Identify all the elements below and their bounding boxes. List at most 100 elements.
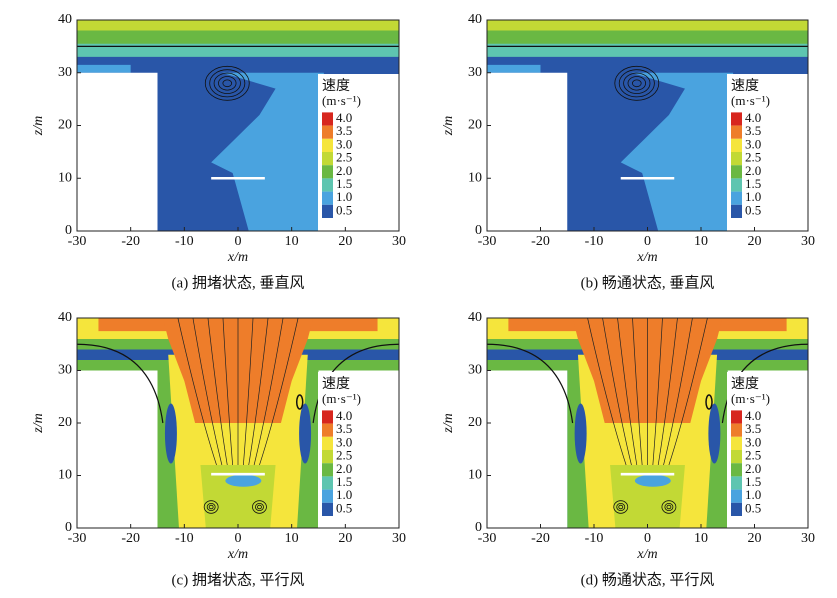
legend-label: 0.5	[745, 202, 761, 217]
legend-label: 4.0	[336, 110, 352, 125]
legend-label: 3.0	[336, 434, 352, 449]
legend-swatch	[322, 502, 333, 516]
legend-swatch	[731, 476, 742, 490]
legend-title: 速度	[322, 376, 350, 392]
y-tick-label: 10	[58, 170, 72, 185]
region	[77, 64, 131, 73]
region	[211, 72, 324, 231]
legend-swatch	[731, 502, 742, 516]
x-tick-label: -30	[478, 531, 497, 546]
legend-label: 3.5	[336, 123, 352, 138]
x-tick-label: 20	[748, 531, 762, 546]
legend-unit: (m·s⁻¹)	[731, 93, 770, 108]
vortex	[257, 504, 262, 510]
legend-label: 1.0	[336, 487, 352, 502]
y-tick-label: 0	[65, 520, 72, 535]
y-tick-label: 10	[58, 468, 72, 483]
x-tick-label: -20	[531, 531, 550, 546]
vortex	[666, 504, 672, 510]
y-tick-label: 20	[58, 415, 72, 430]
legend-label: 0.5	[336, 500, 352, 515]
x-tick-label: 30	[801, 531, 815, 546]
legend-swatch	[731, 410, 742, 424]
streamline	[259, 318, 299, 466]
vortex	[616, 502, 626, 511]
caption: (c) 拥堵状态, 平行风	[172, 571, 305, 588]
streamline	[632, 318, 643, 466]
y-tick-label: 30	[58, 65, 72, 80]
legend-label: 4.0	[336, 408, 352, 423]
streamline	[657, 318, 678, 466]
y-tick-label: 40	[58, 310, 72, 325]
vortex	[255, 502, 264, 511]
region	[620, 72, 734, 231]
legend-swatch	[731, 112, 742, 126]
y-tick-label: 0	[475, 520, 482, 535]
streamline	[602, 318, 632, 466]
legend-swatch	[322, 165, 333, 179]
legend-label: 1.5	[745, 176, 761, 191]
region	[164, 403, 177, 464]
plate	[211, 472, 265, 476]
vortex	[705, 394, 713, 410]
streamline	[253, 318, 284, 466]
x-tick-label: 0	[235, 234, 242, 249]
vortex	[618, 69, 655, 98]
y-tick-label: 30	[468, 363, 482, 378]
legend-label: 2.0	[745, 163, 761, 178]
streamline	[721, 343, 808, 424]
legend-label: 1.0	[745, 189, 761, 204]
legend-unit: (m·s⁻¹)	[731, 391, 770, 406]
y-tick-label: 30	[468, 65, 482, 80]
streamline	[668, 318, 708, 466]
vortex	[618, 504, 624, 510]
y-axis-label: z/m	[441, 116, 456, 136]
streamline	[177, 318, 217, 466]
y-tick-label: 40	[58, 12, 72, 27]
x-tick-label: -30	[68, 531, 87, 546]
x-axis-label: x/m	[636, 547, 657, 562]
legend-label: 3.0	[336, 136, 352, 151]
legend-swatch	[731, 489, 742, 503]
legend-label: 4.0	[745, 408, 761, 423]
region	[487, 20, 808, 31]
legend-swatch	[322, 489, 333, 503]
legend-title: 速度	[731, 78, 759, 94]
x-axis-label: x/m	[227, 250, 248, 265]
vortex	[664, 502, 674, 511]
y-tick-label: 40	[468, 12, 482, 27]
x-tick-label: -30	[68, 234, 87, 249]
caption: (b) 畅通状态, 垂直风	[581, 274, 715, 291]
region	[77, 20, 399, 31]
legend-swatch	[731, 423, 742, 437]
y-tick-label: 30	[58, 363, 72, 378]
vortex	[222, 79, 233, 88]
x-tick-label: 30	[801, 234, 815, 249]
legend-label: 2.5	[745, 448, 761, 463]
legend-swatch	[322, 152, 333, 166]
y-axis-label: z/m	[31, 116, 46, 136]
caption: (d) 畅通状态, 平行风	[581, 571, 715, 588]
building	[487, 72, 568, 231]
legend-label: 1.5	[745, 474, 761, 489]
x-tick-label: -10	[585, 234, 604, 249]
y-tick-label: 0	[475, 223, 482, 238]
y-tick-label: 20	[58, 118, 72, 133]
legend-swatch	[322, 112, 333, 126]
building	[487, 370, 568, 528]
y-axis-label: z/m	[441, 413, 456, 433]
streamline	[248, 318, 269, 466]
vortex	[213, 72, 241, 94]
vortex	[218, 76, 237, 91]
legend-label: 3.0	[745, 434, 761, 449]
x-tick-label: 10	[694, 234, 708, 249]
building	[77, 72, 158, 231]
legend-unit: (m·s⁻¹)	[322, 93, 361, 108]
x-tick-label: -30	[478, 234, 497, 249]
x-tick-label: 20	[338, 531, 352, 546]
legend-label: 2.0	[336, 461, 352, 476]
x-tick-label: -10	[175, 234, 194, 249]
legend-swatch	[731, 152, 742, 166]
streamline	[222, 318, 233, 466]
x-tick-label: -20	[531, 234, 550, 249]
